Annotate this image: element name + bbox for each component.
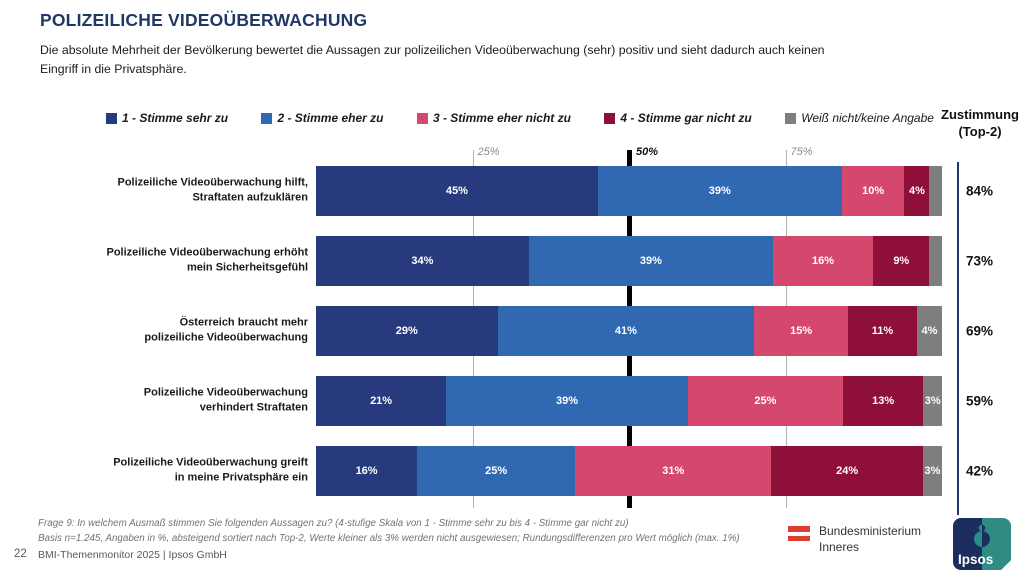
top2-value: 84% (966, 183, 994, 199)
chart-row: Polizeiliche Videoüberwachung erhöht mei… (0, 236, 1024, 286)
legend-label: Weiß nicht/keine Angabe (801, 111, 934, 125)
bar-segment: 31% (575, 446, 772, 496)
legend-label: 2 - Stimme eher zu (277, 111, 384, 125)
bar-segment: 3% (923, 376, 942, 426)
page-title: POLIZEILICHE VIDEOÜBERWACHUNG (40, 10, 368, 30)
top2-value: 42% (966, 463, 994, 479)
legend-label: 3 - Stimme eher nicht zu (432, 111, 571, 125)
bar-segment: 25% (417, 446, 576, 496)
gridline-label-25: 25% (477, 146, 500, 158)
bar-segment: 4% (904, 166, 930, 216)
bar-segment: 3% (923, 446, 942, 496)
ipsos-logo: Ipsos (953, 518, 1011, 570)
legend-label: 4 - Stimme gar nicht zu (620, 111, 752, 125)
top2-value: 73% (966, 253, 994, 269)
bar-segment: 25% (687, 376, 843, 426)
footer-text: BMI-Themenmonitor 2025 | Ipsos GmbH (38, 549, 227, 561)
bar-segment: 13% (842, 376, 924, 426)
chart-row: Polizeiliche Videoüberwachung hilft, Str… (0, 166, 1024, 216)
bar-segment: 34% (316, 236, 529, 286)
row-category-label: Polizeiliche Videoüberwachung verhindert… (143, 386, 308, 414)
row-category-label: Polizeiliche Videoüberwachung greift in … (113, 456, 308, 484)
ipsos-profile-icon (974, 524, 990, 547)
bar-segment: 39% (597, 166, 842, 216)
bmi-logo-line2: Inneres (819, 540, 860, 555)
gridline-label-75: 75% (790, 146, 813, 158)
legend-swatch-icon (106, 112, 117, 124)
chart-legend: 1 - Stimme sehr zu 2 - Stimme eher zu 3 - … (106, 111, 934, 125)
bar-segment: 29% (316, 306, 498, 356)
page-number: 22 (14, 548, 27, 560)
stacked-bar: 34% 39% 16% 9% (316, 236, 942, 286)
ipsos-logo-word: Ipsos (958, 552, 994, 567)
row-category-label: Polizeiliche Videoüberwachung hilft, Str… (117, 176, 309, 204)
austria-flag-icon (788, 526, 810, 541)
legend-item-1: 2 - Stimme eher zu (261, 111, 384, 125)
bar-segment: 16% (772, 236, 874, 286)
bar-segment: 41% (497, 306, 755, 356)
top2-header-line2: (Top-2) (958, 123, 1002, 139)
bar-segment (929, 236, 942, 286)
legend-swatch-icon (604, 112, 616, 124)
page-subtitle: Die absolute Mehrheit der Bevölkerung be… (40, 43, 825, 77)
bmi-logo: Bundesministerium Inneres (788, 523, 921, 555)
chart-row: Polizeiliche Videoüberwachung greift in … (0, 446, 1024, 496)
bar-segment: 15% (754, 306, 849, 356)
top2-column-header: Zustimmung (Top-2) (936, 107, 1024, 141)
bar-segment: 11% (848, 306, 917, 356)
legend-swatch-icon (261, 112, 273, 124)
legend-swatch-icon (416, 112, 428, 124)
stacked-bar: 29% 41% 15% 11% 4% (316, 306, 942, 356)
row-category-label: Polizeiliche Videoüberwachung erhöht mei… (106, 246, 309, 274)
bar-segment: 45% (316, 166, 598, 216)
bar-segment: 21% (316, 376, 447, 426)
bar-segment: 39% (528, 236, 773, 286)
bar-segment: 9% (873, 236, 930, 286)
stacked-bar: 21% 39% 25% 13% 3% (316, 376, 942, 426)
legend-item-0: 1 - Stimme sehr zu (106, 111, 228, 125)
bar-segment: 16% (316, 446, 418, 496)
top2-divider-line (957, 162, 959, 515)
bar-segment: 10% (841, 166, 905, 216)
footnote: Frage 9: In welchem Ausmaß stimmen Sie f… (38, 518, 740, 545)
bar-segment (929, 166, 942, 216)
legend-item-2: 3 - Stimme eher nicht zu (416, 111, 571, 125)
row-category-label: Österreich braucht mehr polizeiliche Vid… (144, 316, 308, 344)
stacked-bar: 16% 25% 31% 24% 3% (316, 446, 942, 496)
legend-item-3: 4 - Stimme gar nicht zu (604, 111, 752, 125)
legend-item-4: Weiß nicht/keine Angabe (785, 111, 934, 125)
chart-row: Polizeiliche Videoüberwachung verhindert… (0, 376, 1024, 426)
legend-label: 1 - Stimme sehr zu (122, 111, 229, 125)
top2-header-line1: Zustimmung (941, 107, 1019, 122)
bar-segment: 24% (771, 446, 923, 496)
bar-segment: 4% (916, 306, 942, 356)
top2-value: 69% (966, 323, 994, 339)
legend-swatch-icon (785, 112, 797, 124)
gridline-label-50: 50% (636, 146, 659, 158)
bmi-logo-text: Bundesministerium Inneres (819, 523, 921, 555)
stacked-bar: 45% 39% 10% 4% (316, 166, 942, 216)
bar-segment: 39% (446, 376, 688, 426)
chart-row: Österreich braucht mehr polizeiliche Vid… (0, 306, 1024, 356)
top2-value: 59% (966, 393, 994, 409)
bmi-logo-line1: Bundesministerium (819, 524, 922, 538)
